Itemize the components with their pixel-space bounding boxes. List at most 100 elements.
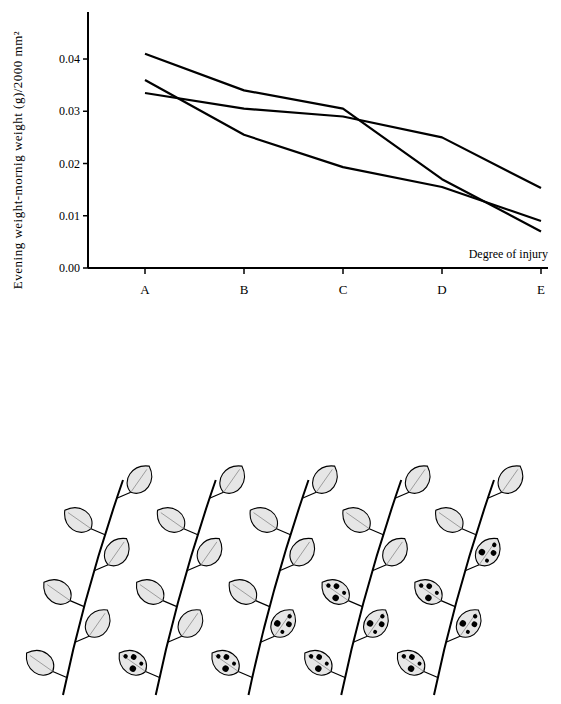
leaf-blade xyxy=(400,460,437,499)
leaf xyxy=(284,532,321,571)
injury-spot xyxy=(434,590,440,596)
leaf-vein xyxy=(233,585,256,601)
leaf xyxy=(206,644,245,681)
y-tick-label: 0.00 xyxy=(59,261,80,275)
petiole xyxy=(446,636,460,642)
leaf xyxy=(151,501,190,538)
leaf-blade xyxy=(214,460,251,499)
injury-spot xyxy=(491,542,497,548)
leaf xyxy=(58,501,97,538)
injury-spot xyxy=(424,593,433,602)
leaf-blade xyxy=(316,573,355,610)
y-tick xyxy=(83,267,88,269)
leaf xyxy=(470,532,507,571)
petiole xyxy=(488,492,502,498)
y-axis-title: Evening weight-mornig weight (g)/2000 mm… xyxy=(10,31,25,289)
leaf-vein xyxy=(68,513,91,529)
leaf-blade xyxy=(284,532,321,571)
petiole xyxy=(53,671,67,677)
leaf-blade xyxy=(377,532,414,571)
petiole xyxy=(91,529,105,535)
leaf xyxy=(223,573,262,610)
leaf-vein xyxy=(47,585,70,601)
branch xyxy=(20,460,158,695)
leaf-vein xyxy=(131,469,147,492)
injury-spot xyxy=(425,582,433,590)
leaf xyxy=(451,604,488,643)
x-tick-label: C xyxy=(339,282,348,297)
x-tick xyxy=(243,268,245,274)
petiole xyxy=(210,492,224,498)
leaf-vein xyxy=(294,542,310,565)
petiole xyxy=(70,601,84,607)
leaf-vein xyxy=(30,655,53,671)
injury-spot xyxy=(287,613,293,619)
branch xyxy=(113,460,251,695)
injury-spot xyxy=(401,653,407,659)
leaf-vein xyxy=(161,513,184,529)
leaf-blade xyxy=(37,573,76,610)
leaf xyxy=(244,501,283,538)
x-tick-label: A xyxy=(140,282,150,297)
leaf xyxy=(80,604,117,643)
injury-spot xyxy=(130,653,138,661)
leaf xyxy=(408,573,447,610)
leaf xyxy=(122,460,159,499)
petiole xyxy=(280,565,294,571)
leaf xyxy=(298,644,337,681)
injury-spot xyxy=(490,549,498,557)
leaf-vein xyxy=(502,469,518,492)
leaf-blade xyxy=(358,604,395,643)
injury-spot xyxy=(221,664,230,673)
injury-spot xyxy=(231,661,237,667)
y-tick xyxy=(83,58,88,60)
y-tick-label: 0.03 xyxy=(59,104,80,118)
petiole xyxy=(256,601,270,607)
leaf xyxy=(337,501,376,538)
leaf xyxy=(377,532,414,571)
leaf-blade xyxy=(429,501,468,538)
x-tick-label: E xyxy=(537,282,545,297)
leaf-vein xyxy=(201,542,217,565)
leaf-blade xyxy=(408,573,447,610)
leaf xyxy=(400,460,437,499)
series-line xyxy=(145,80,541,221)
leaf-vein xyxy=(386,542,402,565)
petiole xyxy=(353,636,367,642)
leaf xyxy=(173,604,210,643)
petiole xyxy=(168,636,182,642)
branch xyxy=(298,460,436,695)
leaf-vein xyxy=(316,469,332,492)
series-line xyxy=(145,54,541,232)
leaf xyxy=(316,573,355,610)
x-tick xyxy=(144,268,146,274)
petiole xyxy=(331,671,345,677)
series-line xyxy=(145,93,541,188)
injury-spot xyxy=(417,661,423,667)
y-tick-label: 0.04 xyxy=(59,52,80,66)
injury-spot xyxy=(379,613,385,619)
petiole xyxy=(187,565,201,571)
leaf-vein xyxy=(224,469,240,492)
injury-spot xyxy=(477,548,486,557)
chart: 0.000.010.020.030.04ABCDEEvening weight-… xyxy=(0,0,561,704)
leaf xyxy=(37,573,76,610)
leaf-illustrations xyxy=(20,460,529,695)
injury-spot xyxy=(471,620,479,628)
petiole xyxy=(277,529,291,535)
leaf-vein xyxy=(108,542,124,565)
injury-spot xyxy=(341,590,347,596)
petiole xyxy=(372,565,386,571)
petiole xyxy=(163,601,177,607)
injury-spot xyxy=(372,629,378,635)
petiole xyxy=(369,529,383,535)
leaf-blade xyxy=(265,604,302,643)
petiole xyxy=(146,671,160,677)
leaf-blade xyxy=(173,604,210,643)
leaf-blade xyxy=(451,604,488,643)
petiole xyxy=(261,636,275,642)
leaf-blade xyxy=(130,573,169,610)
petiole xyxy=(75,636,89,642)
leaf-vein xyxy=(439,513,462,529)
injury-spot xyxy=(138,661,144,667)
